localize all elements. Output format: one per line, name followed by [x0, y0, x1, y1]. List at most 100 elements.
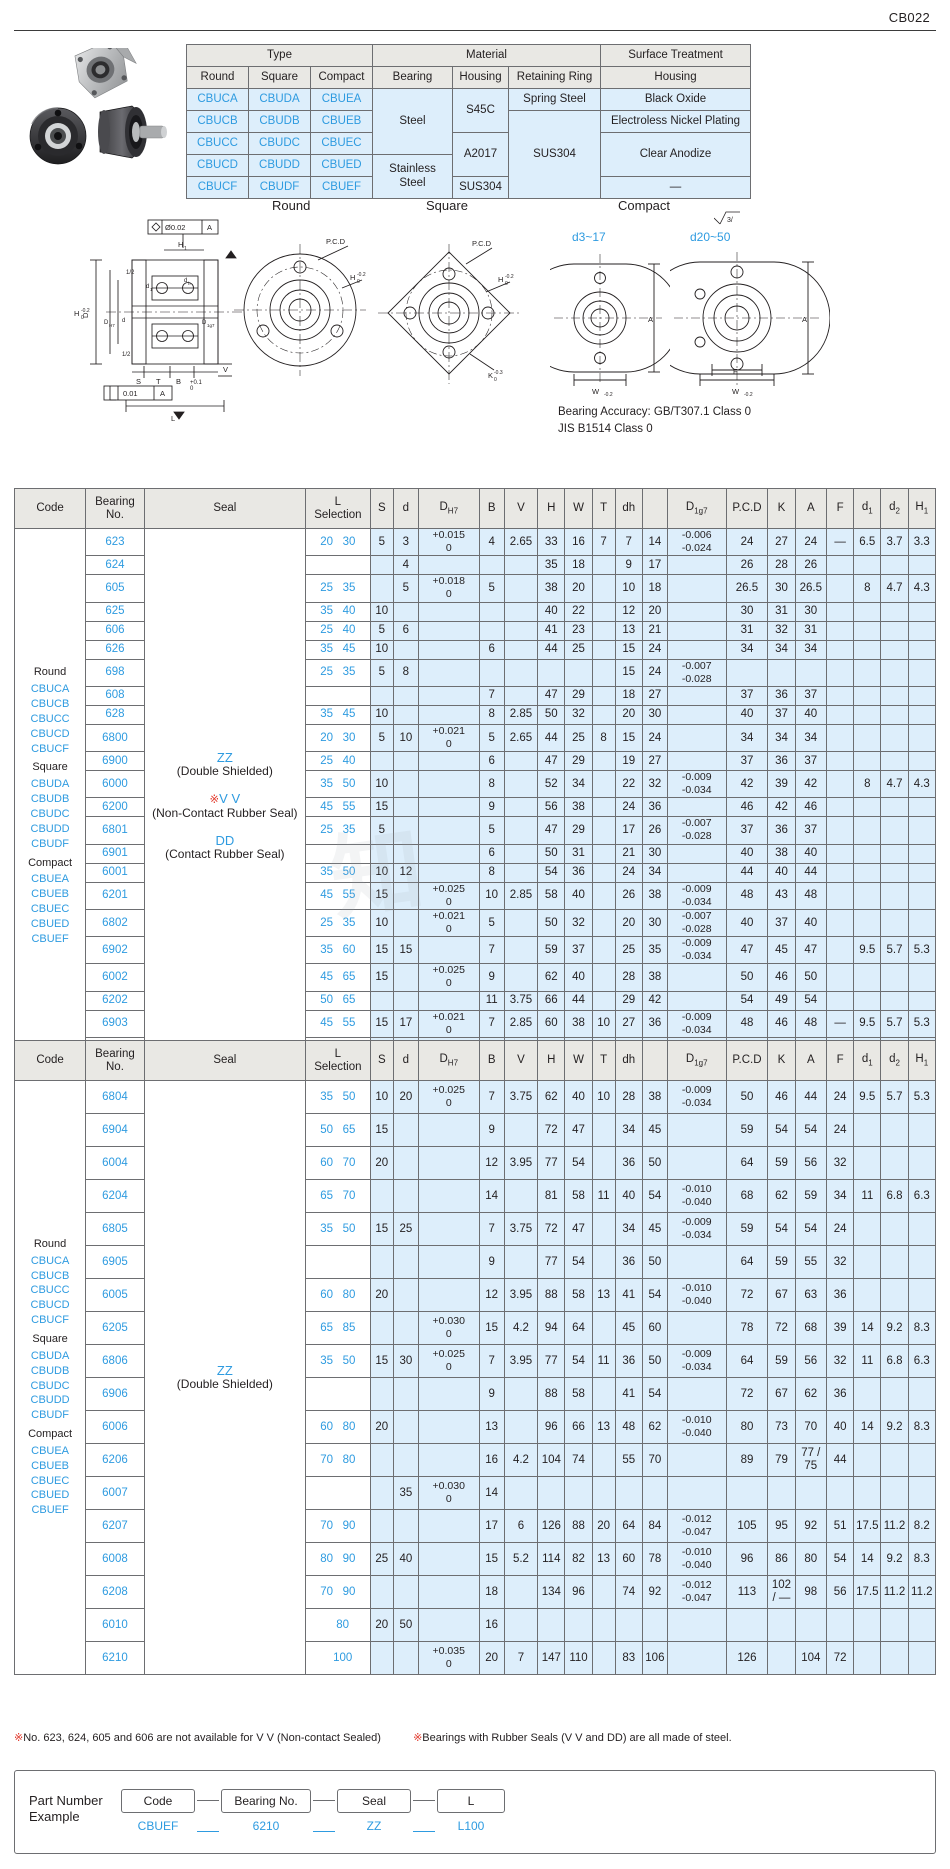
s-cell: 10 [369, 639, 394, 660]
b-cell: 15 [478, 1542, 505, 1576]
t-cell [591, 751, 616, 771]
k-cell: 46 [767, 1009, 796, 1038]
dh7-cell: +0.030 0 [417, 1311, 480, 1345]
svg-text:0.01: 0.01 [123, 389, 138, 398]
dh-cell: 74 [614, 1575, 643, 1609]
d-cell: 6 [392, 620, 419, 641]
b-cell: 4 [478, 527, 505, 557]
dh-cell: 41 [614, 1278, 643, 1312]
v-cell: 3.75 [503, 1212, 539, 1246]
f-cell [825, 620, 855, 641]
dh2-cell: 84 [641, 1509, 668, 1543]
pn-box-bearing-no[interactable]: Bearing No. [221, 1789, 311, 1813]
h-cell: 35 [537, 555, 566, 576]
th2-d: d [392, 1040, 419, 1081]
d2-cell [880, 862, 909, 883]
h1-cell [907, 751, 937, 771]
pcd-cell: 78 [725, 1311, 769, 1345]
d-cell: 17 [392, 1009, 419, 1038]
s-cell [369, 1245, 394, 1279]
k-cell: 67 [767, 1377, 796, 1411]
a-cell: 37 [794, 751, 827, 771]
th2-b: B [478, 1040, 505, 1081]
w-cell: 31 [564, 843, 593, 864]
d2-cell: 4.7 [880, 769, 909, 799]
f-cell: 51 [825, 1509, 855, 1543]
svg-text:H7: H7 [109, 323, 115, 328]
table-row: 6205 65 85 +0.030 0 15 4.2 94 64 45 60 78 72 68 39 14 9… [15, 1311, 937, 1345]
a-cell: 56 [794, 1146, 827, 1180]
dh2-cell: 54 [641, 1179, 668, 1213]
dh2-cell: 36 [641, 1009, 668, 1038]
l-selection-cell: 35 50 [304, 1344, 371, 1378]
pn-box-code[interactable]: Code [121, 1789, 195, 1813]
s-cell [369, 990, 394, 1011]
dh2-cell: 21 [641, 620, 668, 641]
pcd-cell: 37 [725, 751, 769, 771]
table-row: 608 7 47 29 18 27 37 36 37 [15, 685, 937, 706]
a-cell: 46 [794, 797, 827, 818]
spec-ring-spring: Spring Steel [508, 88, 601, 111]
k-cell: 37 [767, 908, 796, 938]
svg-text:-0.2: -0.2 [604, 392, 613, 398]
s-cell: 15 [369, 963, 394, 992]
w-cell: 29 [564, 816, 593, 845]
pn-box-seal[interactable]: Seal [337, 1789, 411, 1813]
h1-cell [907, 601, 937, 622]
bearing-no-cell: 6004 [85, 1146, 145, 1180]
d2-cell [880, 723, 909, 753]
f-cell [825, 685, 855, 706]
dh7-cell [417, 601, 480, 622]
k-cell: 36 [767, 685, 796, 706]
k-cell: 34 [767, 723, 796, 753]
pn-value-code: CBUEF [137, 1819, 179, 1833]
dh2-cell: 20 [641, 601, 668, 622]
a-cell: 42 [794, 769, 827, 799]
table-row: 6800 20 30 5 10 +0.021 0 5 2.65 44 25 8 15 24 34 34 34 [15, 723, 937, 753]
k-cell [767, 1476, 796, 1510]
h1-cell [907, 639, 937, 660]
h1-cell [907, 1476, 937, 1510]
t-cell [591, 1377, 616, 1411]
compact-range-large-label: d20~50 [690, 230, 731, 244]
h-cell: 72 [537, 1113, 566, 1147]
v-cell [503, 1179, 539, 1213]
dh-cell: 22 [614, 769, 643, 799]
dh2-cell: 30 [641, 704, 668, 725]
bearing-no-cell: 6902 [85, 935, 145, 965]
pn-box-l[interactable]: L [437, 1789, 505, 1813]
pn-value-bearing-no: 6210 [252, 1819, 280, 1833]
d1g7-cell: -0.012 -0.047 [666, 1575, 727, 1609]
d1-cell: 8 [853, 769, 882, 799]
t-cell [591, 935, 616, 965]
dh2-cell: 17 [641, 555, 668, 576]
a-cell: 70 [794, 1410, 827, 1444]
bearing-no-cell: 6000 [85, 769, 145, 799]
s-cell: 15 [369, 797, 394, 818]
b-cell [478, 555, 505, 576]
t-cell: 13 [591, 1410, 616, 1444]
th-d1: d1 [853, 488, 882, 529]
s-cell [369, 685, 394, 706]
th-l-selection: L Selection [304, 488, 371, 529]
table-row: 6904 50 65 15 9 72 47 34 45 59 54 54 24 [15, 1113, 937, 1147]
table-row: 6208 70 90 18 134 96 74 92 -0.012 -0.047 113 102 /… [15, 1575, 937, 1609]
svg-text:K: K [488, 371, 493, 380]
d2-cell: 9.2 [880, 1410, 909, 1444]
d2-cell [880, 797, 909, 818]
d-cell: 15 [392, 935, 419, 965]
b-cell: 15 [478, 1311, 505, 1345]
l-selection-cell: 50 65 [304, 1113, 371, 1147]
spec-housing-sus304: SUS304 [452, 176, 509, 199]
t-cell [591, 1575, 616, 1609]
d1g7-cell [666, 751, 727, 771]
dh-cell: 19 [614, 751, 643, 771]
v-cell [503, 1575, 539, 1609]
bearing-no-cell: 624 [85, 555, 145, 576]
h-cell: 77 [537, 1146, 566, 1180]
f-cell [825, 601, 855, 622]
dh-cell: 21 [614, 843, 643, 864]
dh-cell: 27 [614, 1009, 643, 1038]
v-cell [503, 769, 539, 799]
